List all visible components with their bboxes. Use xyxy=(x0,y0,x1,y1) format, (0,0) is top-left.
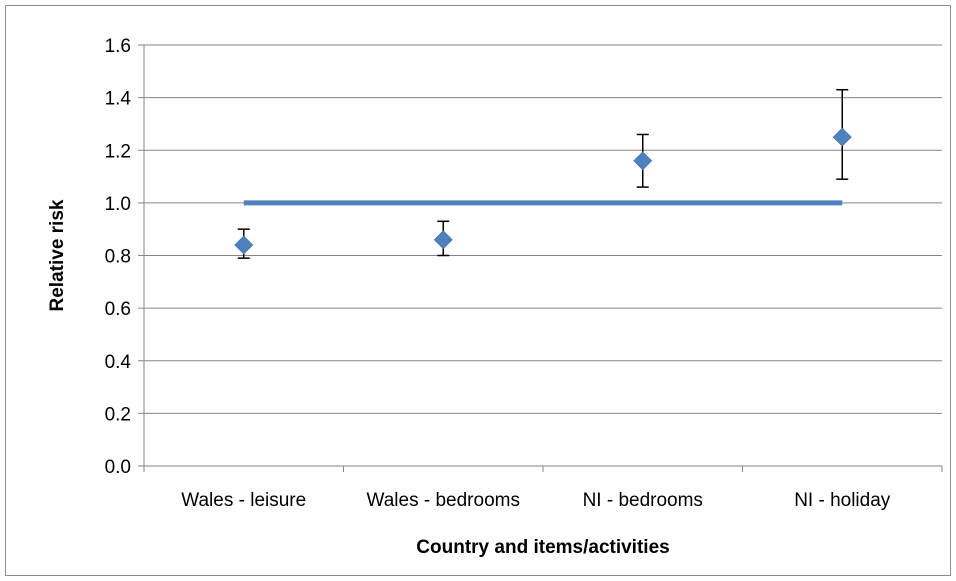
x-tick-label: Wales - leisure xyxy=(181,490,306,511)
chart-frame: 0.0 0.2 0.4 0.6 0.8 1.0 1.2 1.4 1.6 Wales - leis… xyxy=(5,5,951,576)
y-tick-label: 1.2 xyxy=(105,141,131,162)
y-tick-label: 0.2 xyxy=(105,404,131,425)
y-tick-label: 0.6 xyxy=(105,299,131,320)
data-point-diamond xyxy=(234,235,254,255)
data-point-diamond xyxy=(433,230,453,250)
y-tick-labels: 0.0 0.2 0.4 0.6 0.8 1.0 1.2 1.4 1.6 xyxy=(105,36,132,478)
y-tick-label: 1.0 xyxy=(105,194,131,215)
x-tick-label: NI - holiday xyxy=(794,490,891,511)
gridlines xyxy=(144,44,942,414)
x-tick-labels: Wales - leisure Wales - bedrooms NI - bedr… xyxy=(181,490,891,511)
y-tick-label: 1.4 xyxy=(105,89,132,110)
x-tick-label: Wales - bedrooms xyxy=(367,490,520,511)
axes xyxy=(138,44,943,472)
data-point-diamond xyxy=(633,151,653,171)
y-tick-label: 0.8 xyxy=(105,247,131,268)
x-axis-title: Country and items/activities xyxy=(416,537,669,558)
data-point-diamond xyxy=(832,127,852,147)
y-tick-label: 0.0 xyxy=(105,457,131,478)
y-tick-label: 1.6 xyxy=(105,36,131,57)
data-points xyxy=(234,127,852,255)
y-tick-label: 0.4 xyxy=(105,352,132,373)
error-bars xyxy=(237,88,849,259)
x-tick-label: NI - bedrooms xyxy=(583,490,703,511)
y-axis-title: Relative risk xyxy=(47,199,68,311)
chart-plot: 0.0 0.2 0.4 0.6 0.8 1.0 1.2 1.4 1.6 Wales - leis… xyxy=(47,36,943,558)
